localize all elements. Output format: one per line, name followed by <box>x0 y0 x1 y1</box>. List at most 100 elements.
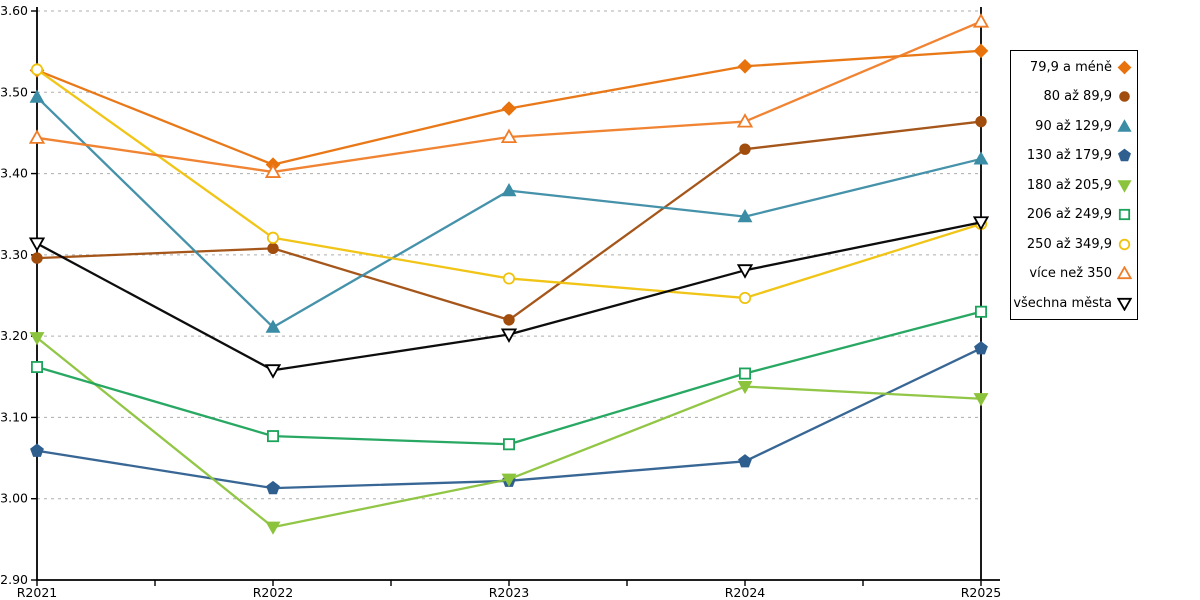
marker-pentagon-icon <box>30 443 44 457</box>
marker-circle-icon <box>1118 238 1131 250</box>
legend-marker-square-icon <box>1118 208 1131 221</box>
legend-label: všechna města <box>1013 295 1112 311</box>
x-tick-label: R2021 <box>17 585 58 600</box>
y-tick-label: 3.30 <box>0 247 28 262</box>
y-tick-label: 3.50 <box>0 84 28 99</box>
series-v-echna-m-sta <box>28 216 990 379</box>
x-tick-label: R2022 <box>253 585 294 600</box>
marker-triangle-down-icon <box>973 393 989 407</box>
legend-label: 79,9 a méně <box>1029 59 1112 75</box>
y-tick-label: 3.00 <box>0 491 28 506</box>
x-tick-label: R2023 <box>489 585 530 600</box>
marker-triangle-up-icon <box>972 13 990 28</box>
series-v-ce-ne-350 <box>28 13 990 178</box>
y-tick-label: 3.40 <box>0 166 28 181</box>
marker-diamond-icon <box>1117 60 1132 74</box>
y-tick-label: 3.20 <box>0 328 28 343</box>
marker-circle-icon <box>266 231 280 244</box>
marker-triangle-up-icon <box>29 89 45 103</box>
marker-pentagon-icon <box>266 480 280 495</box>
legend-label: 180 až 205,9 <box>1026 177 1112 193</box>
marker-diamond-icon <box>737 58 753 74</box>
legend-label: 80 až 89,9 <box>1043 89 1112 104</box>
legend-marker-triangle-down-icon <box>1117 297 1132 311</box>
y-tick-label: 3.60 <box>0 3 28 18</box>
y-tick-label: 3.10 <box>0 409 28 424</box>
legend-marker-circle-icon <box>1118 238 1131 250</box>
marker-square-icon <box>30 361 43 374</box>
legend-marker-triangle-up-icon <box>1117 118 1132 132</box>
series-250-a-349-9 <box>30 63 988 305</box>
marker-circle-icon <box>30 63 44 76</box>
marker-triangle-up-icon <box>501 183 517 197</box>
legend-label: více než 350 <box>1029 266 1112 281</box>
x-tick-label: R2025 <box>961 585 1002 600</box>
series-90-a-129-9 <box>29 89 989 333</box>
legend-marker-triangle-down-icon <box>1117 179 1132 193</box>
marker-circle-icon <box>975 115 987 128</box>
marker-circle-icon <box>1119 91 1130 102</box>
marker-diamond-icon <box>501 101 517 116</box>
marker-circle-icon <box>267 242 279 255</box>
marker-square-icon <box>1118 208 1131 221</box>
marker-circle-icon <box>738 291 752 305</box>
legend-item: 180 až 205,9 <box>1015 177 1132 193</box>
legend-marker-circle-icon <box>1119 91 1130 102</box>
marker-triangle-down-icon <box>264 364 282 379</box>
marker-circle-icon <box>503 314 515 326</box>
legend-item: 79,9 a méně <box>1015 59 1132 75</box>
legend-item: 90 až 129,9 <box>1015 118 1132 134</box>
marker-square-icon <box>975 305 988 318</box>
marker-triangle-down-icon <box>501 473 517 487</box>
legend-item: více než 350 <box>1015 266 1132 282</box>
legend-label: 250 až 349,9 <box>1026 236 1112 252</box>
marker-triangle-up-icon <box>736 113 754 128</box>
marker-triangle-down-icon <box>737 380 753 395</box>
marker-triangle-up-icon <box>1117 118 1132 132</box>
series-line <box>36 120 982 322</box>
series-206-a-249-9 <box>30 305 988 451</box>
marker-triangle-down-icon <box>500 328 518 343</box>
x-tick-label: R2024 <box>725 585 766 600</box>
marker-square-icon <box>739 367 752 380</box>
legend-marker-triangle-up-icon <box>1117 266 1132 280</box>
marker-pentagon-icon <box>1117 148 1132 162</box>
marker-diamond-icon <box>973 43 989 59</box>
marker-triangle-down-icon <box>736 264 754 279</box>
marker-circle-icon <box>739 143 751 155</box>
series-79-9-a-m-n- <box>29 43 989 172</box>
legend-label: 206 až 249,9 <box>1026 207 1112 222</box>
marker-triangle-down-icon <box>972 216 990 231</box>
series-line <box>36 20 982 174</box>
marker-square-icon <box>502 438 515 451</box>
legend-item: všechna města <box>1013 295 1132 311</box>
marker-pentagon-icon <box>974 341 988 355</box>
marker-triangle-down-icon <box>1117 179 1132 193</box>
legend: 79,9 a méně 80 až 89,9 90 až 129,9 130 až 1… <box>1010 50 1138 320</box>
legend-item: 250 až 349,9 <box>1015 236 1132 252</box>
marker-triangle-up-icon <box>973 151 989 165</box>
marker-triangle-down-icon <box>29 332 45 346</box>
series-line <box>36 347 982 490</box>
marker-triangle-up-icon <box>1117 266 1132 280</box>
legend-label: 90 až 129,9 <box>1035 118 1112 134</box>
legend-marker-pentagon-icon <box>1117 148 1132 162</box>
series-80-a-89-9 <box>31 115 987 326</box>
legend-item: 80 až 89,9 <box>1015 89 1132 105</box>
marker-triangle-down-icon <box>28 237 46 252</box>
marker-pentagon-icon <box>738 454 752 468</box>
legend-item: 130 až 179,9 <box>1015 148 1132 164</box>
marker-triangle-up-icon <box>264 163 282 178</box>
marker-triangle-down-icon <box>1117 297 1132 311</box>
series-180-a-205-9 <box>29 332 989 535</box>
marker-triangle-up-icon <box>265 319 281 333</box>
marker-circle-icon <box>31 252 43 264</box>
marker-square-icon <box>266 430 279 443</box>
marker-triangle-up-icon <box>500 128 518 143</box>
marker-triangle-down-icon <box>265 521 281 535</box>
legend-item: 206 až 249,9 <box>1015 207 1132 223</box>
marker-triangle-up-icon <box>737 209 753 223</box>
legend-label: 130 až 179,9 <box>1026 148 1112 163</box>
